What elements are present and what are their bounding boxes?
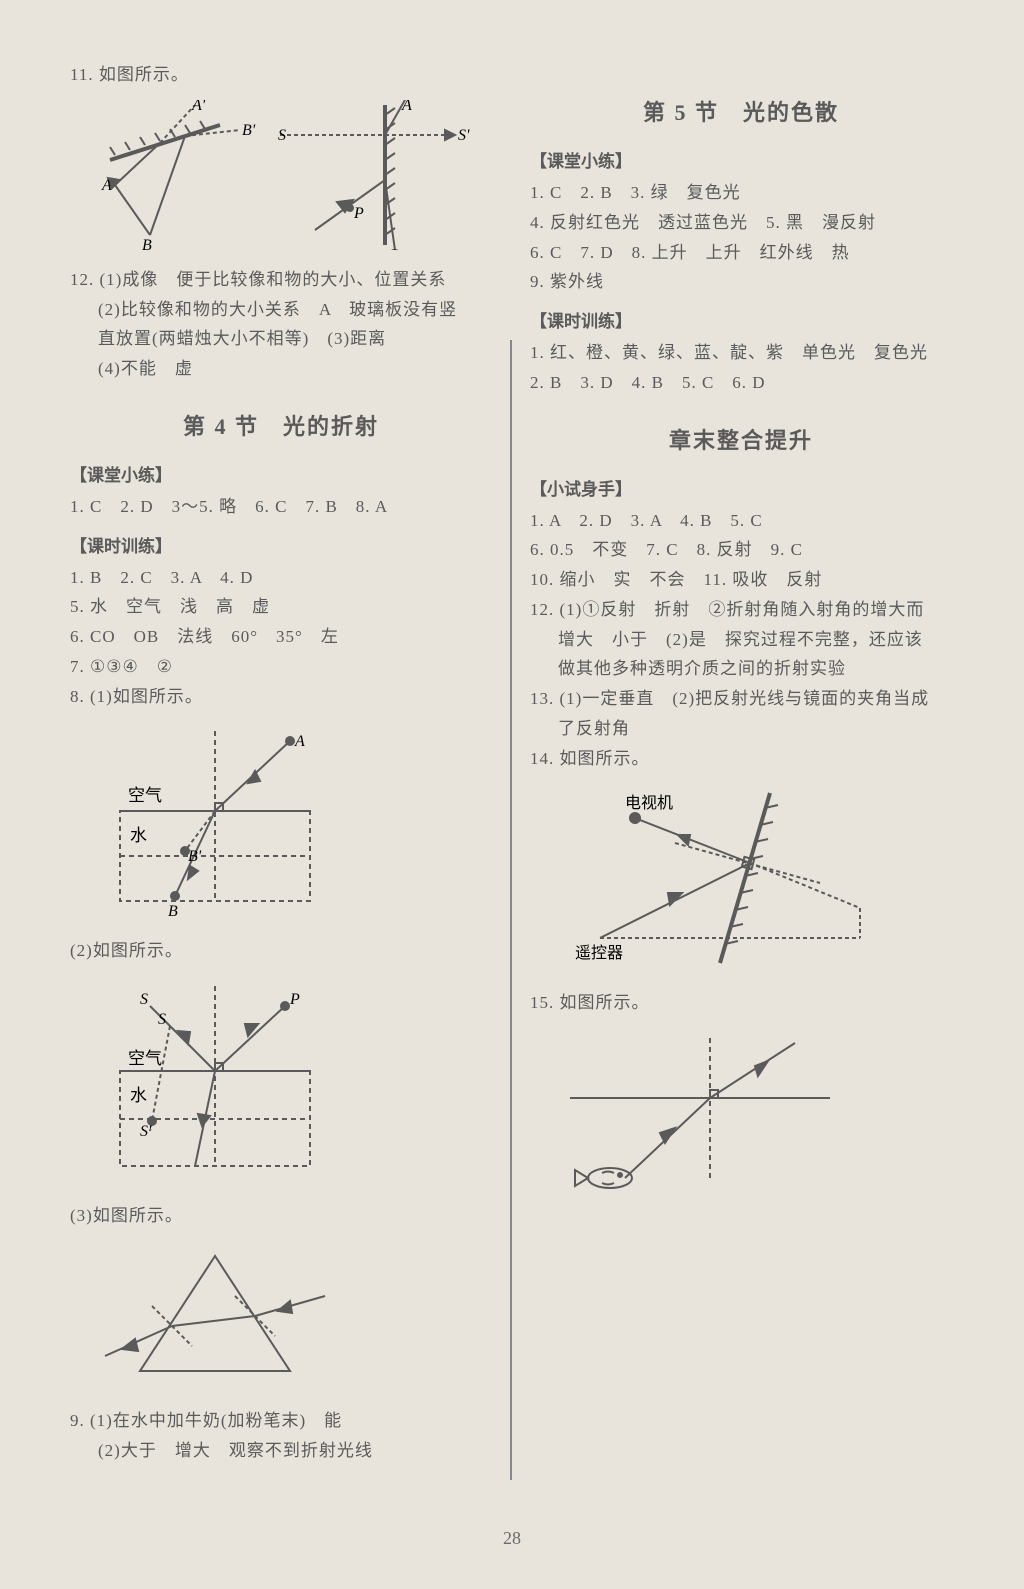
s4-t8: 9. (1)在水中加牛奶(加粉笔末) 能 (70, 1406, 492, 1436)
s5-t2: 2. B 3. D 4. B 5. C 6. D (530, 368, 952, 398)
label-B1-1: B' (188, 848, 202, 865)
page-columns: 11. 如图所示。 (70, 60, 954, 1490)
label-B: B (142, 237, 152, 250)
s4-class-line1: 1. C 2. D 3～5. 略 6. C 7. B 8. A (70, 492, 492, 522)
cs9: 14. 如图所示。 (530, 744, 952, 774)
section4-title: 第 4 节 光的折射 (70, 409, 492, 441)
s4-t6: (2)如图所示。 (70, 936, 492, 966)
label-water-1: 水 (130, 826, 147, 845)
label-P-2: P (289, 991, 300, 1008)
s4-t1: 1. B 2. C 3. A 4. D (70, 563, 492, 593)
chapter-title: 章末整合提升 (530, 423, 952, 455)
label-A2: A (401, 100, 412, 114)
cs3: 10. 缩小 实 不会 11. 吸收 反射 (530, 565, 952, 595)
section5-title: 第 5 节 光的色散 (530, 95, 952, 127)
diagram-14: 电视机 遥控器 (560, 783, 952, 978)
diagram-8-1-svg: 空气 水 A B B' (100, 721, 330, 921)
s5-train-title: 【课时训练】 (530, 307, 952, 332)
diagram-q11: A' B' A B (100, 100, 492, 255)
cs8: 了反射角 (530, 714, 952, 744)
label-B-1: B (168, 903, 178, 920)
page-number: 28 (0, 1528, 1024, 1549)
diagram-14-svg: 电视机 遥控器 (560, 783, 880, 973)
label-air-1: 空气 (128, 786, 162, 805)
label-B1: B' (242, 122, 256, 139)
label-P: P (353, 205, 364, 222)
label-S: S (278, 127, 286, 144)
cs4: 12. (1)①反射 折射 ②折射角随入射角的增大而 (530, 595, 952, 625)
q12-line2: (2)比较像和物的大小关系 A 玻璃板没有竖 (70, 295, 492, 325)
s4-t3: 6. CO OB 法线 60° 35° 左 (70, 622, 492, 652)
diagram-q11-svg: A' B' A B (100, 100, 470, 250)
s5-c1: 1. C 2. B 3. 绿 复色光 (530, 178, 952, 208)
label-S-2a: S (140, 991, 148, 1008)
s4-class-title: 【课堂小练】 (70, 461, 492, 486)
q12-line3: 直放置(两蜡烛大小不相等) (3)距离 (70, 324, 492, 354)
diagram-8-3-svg (100, 1241, 330, 1391)
label-A-1: A (294, 733, 305, 750)
s5-c3: 6. C 7. D 8. 上升 上升 红外线 热 (530, 238, 952, 268)
right-column: 第 5 节 光的色散 【课堂小练】 1. C 2. B 3. 绿 复色光 4. … (512, 60, 952, 1490)
q12-line1: 12. (1)成像 便于比较像和物的大小、位置关系 (70, 265, 492, 295)
s5-class-title: 【课堂小练】 (530, 147, 952, 172)
s4-t4: 7. ①③④ ② (70, 652, 492, 682)
diagram-15 (560, 1028, 952, 1203)
s4-t9: (2)大于 增大 观察不到折射光线 (70, 1436, 492, 1466)
q11-text: 11. 如图所示。 (70, 60, 492, 90)
cs5: 增大 小于 (2)是 探究过程不完整，还应该 (530, 625, 952, 655)
label-A1: A' (191, 100, 206, 114)
label-remote: 遥控器 (575, 944, 623, 962)
cs2: 6. 0.5 不变 7. C 8. 反射 9. C (530, 535, 952, 565)
cs-title: 【小试身手】 (530, 475, 952, 500)
q12-line4: (4)不能 虚 (70, 354, 492, 384)
cs7: 13. (1)一定垂直 (2)把反射光线与镜面的夹角当成 (530, 684, 952, 714)
diagram-8-3 (100, 1241, 492, 1396)
left-column: 11. 如图所示。 (70, 60, 510, 1490)
label-air-2: 空气 (128, 1049, 162, 1068)
s4-t2: 5. 水 空气 浅 高 虚 (70, 592, 492, 622)
label-S-2b: S (158, 1011, 166, 1028)
cs6: 做其他多种透明介质之间的折射实验 (530, 654, 952, 684)
label-S1-2: S' (140, 1123, 152, 1140)
s4-t7: (3)如图所示。 (70, 1201, 492, 1231)
s4-t5: 8. (1)如图所示。 (70, 682, 492, 712)
label-tv: 电视机 (625, 794, 673, 812)
diagram-15-svg (560, 1028, 840, 1198)
label-S1: S' (458, 127, 470, 144)
diagram-8-2-svg: 空气 水 S S S' P (100, 976, 330, 1186)
cs10: 15. 如图所示。 (530, 988, 952, 1018)
label-water-2: 水 (130, 1086, 147, 1105)
cs1: 1. A 2. D 3. A 4. B 5. C (530, 506, 952, 536)
label-A: A (101, 177, 112, 194)
label-B2: B (390, 247, 400, 250)
s5-c2: 4. 反射红色光 透过蓝色光 5. 黑 漫反射 (530, 208, 952, 238)
s4-train-title: 【课时训练】 (70, 532, 492, 557)
s5-c4: 9. 紫外线 (530, 267, 952, 297)
diagram-8-2: 空气 水 S S S' P (100, 976, 492, 1191)
s5-t1: 1. 红、橙、黄、绿、蓝、靛、紫 单色光 复色光 (530, 338, 952, 368)
diagram-8-1: 空气 水 A B B' (100, 721, 492, 926)
